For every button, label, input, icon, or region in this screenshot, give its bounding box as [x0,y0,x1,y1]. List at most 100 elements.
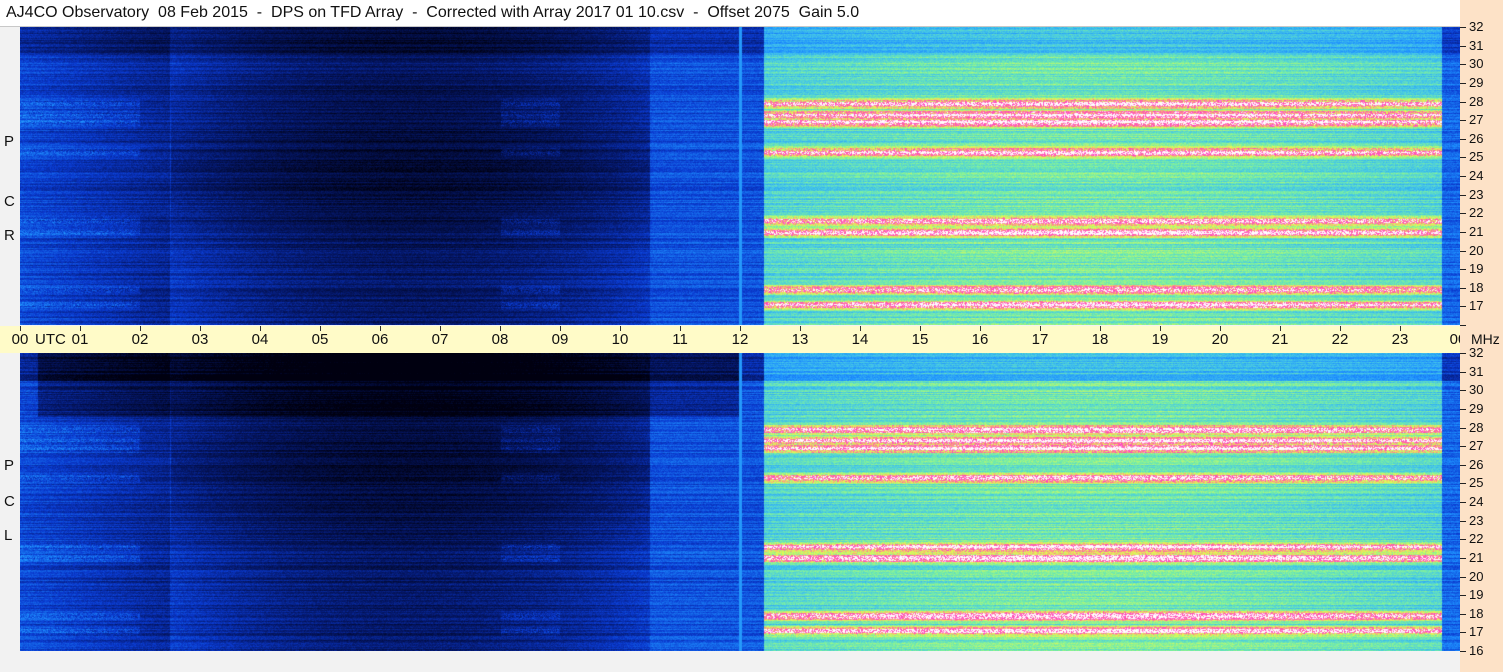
time-tick-label: 18 [1091,331,1109,348]
time-tick [1399,326,1401,331]
time-tick-label: 00 [11,331,29,348]
time-tick [1099,326,1101,331]
freq-tick-label: 32 [1469,19,1484,34]
freq-tick [1460,353,1466,354]
freq-tick-label: 20 [1469,243,1484,258]
time-tick [439,326,441,331]
freq-tick [1460,428,1466,429]
freq-tick [1460,446,1466,447]
time-tick [199,326,201,331]
time-tick-label: 11 [672,331,688,348]
freq-tick-label: 19 [1469,587,1484,602]
freq-tick [1460,64,1466,65]
time-tick [619,326,621,331]
freq-tick [1460,595,1466,596]
freq-tick-label: 27 [1469,112,1484,127]
chart-title: AJ4CO Observatory 08 Feb 2015 - DPS on T… [6,4,860,21]
freq-tick-label: 31 [1469,38,1484,53]
time-tick [679,326,681,331]
spectrogram-rcp [20,27,1460,325]
freq-tick-label: 30 [1469,382,1484,397]
time-tick [1039,326,1041,331]
freq-tick [1460,558,1466,559]
freq-tick-label: 20 [1469,569,1484,584]
freq-tick-label: 24 [1469,168,1484,183]
time-tick-label: 22 [1331,331,1349,348]
freq-tick-label: 19 [1469,261,1484,276]
freq-tick [1460,306,1466,307]
freq-tick-label: 28 [1469,94,1484,109]
time-tick [139,326,141,331]
freq-tick [1460,46,1466,47]
title-bar: AJ4CO Observatory 08 Feb 2015 - DPS on T… [0,0,1460,27]
freq-tick [1460,502,1466,503]
freq-tick [1460,269,1466,270]
time-tick-label: 03 [191,331,209,348]
time-tick [79,326,81,331]
freq-tick [1460,465,1466,466]
time-tick [799,326,801,331]
time-tick-label: 20 [1211,331,1229,348]
freq-tick-label: 29 [1469,401,1484,416]
freq-tick-label: 23 [1469,187,1484,202]
freq-tick [1460,288,1466,289]
freq-tick [1460,521,1466,522]
freq-tick-label: 25 [1469,475,1484,490]
freq-tick-label: 18 [1469,606,1484,621]
side-label-lcp-2: C [4,493,15,510]
freq-tick [1460,632,1466,633]
freq-tick-label: 17 [1469,298,1484,313]
freq-tick [1460,157,1466,158]
freq-tick [1460,614,1466,615]
freq-tick [1460,372,1466,373]
time-tick [319,326,321,331]
freq-tick [1460,102,1466,103]
freq-tick [1460,325,1466,326]
freq-tick-label: 32 [1469,345,1484,360]
side-label-lcp-3: L [4,527,13,544]
freq-tick [1460,83,1466,84]
freq-tick-label: 27 [1469,438,1484,453]
freq-tick-label: 21 [1469,550,1484,565]
freq-tick [1460,539,1466,540]
time-tick-label: 13 [791,331,809,348]
freq-tick [1460,232,1466,233]
time-tick [739,326,741,331]
time-tick [859,326,861,331]
side-label-rcp-3: R [4,227,15,244]
freq-tick [1460,651,1466,652]
freq-tick-label: 18 [1469,280,1484,295]
freq-tick [1460,213,1466,214]
time-tick-label: 04 [251,331,269,348]
time-tick-label: 08 [491,331,509,348]
spectrogram-lcp [20,353,1460,651]
freq-tick-label: 26 [1469,457,1484,472]
spectrogram-rcp-canvas [20,27,1460,325]
time-tick-label: 21 [1271,331,1289,348]
freq-tick-label: 31 [1469,364,1484,379]
time-tick-label: 19 [1151,331,1169,348]
freq-tick-label: 17 [1469,624,1484,639]
freq-tick [1460,120,1466,121]
time-tick-label: 14 [851,331,869,348]
freq-tick [1460,195,1466,196]
freq-tick [1460,27,1466,28]
side-label-lcp-1: P [4,457,15,474]
time-tick-label: 17 [1031,331,1049,348]
time-tick [19,326,21,331]
time-tick [979,326,981,331]
freq-tick-label: 22 [1469,531,1484,546]
side-label-rcp: P C R [0,27,20,325]
freq-tick-label: 28 [1469,420,1484,435]
time-tick-label: 05 [311,331,329,348]
time-tick-label: 15 [911,331,929,348]
mhz-unit-label: MHz [1471,331,1500,347]
time-tick [379,326,381,331]
side-label-rcp-2: C [4,193,15,210]
time-tick-label: 07 [431,331,449,348]
freq-tick-label: 26 [1469,131,1484,146]
freq-tick-label: 16 [1469,643,1484,658]
time-axis: UTC 00 01 02 03 04 05 06 07 08 09 10 11 12 13 14 15 16 17… [0,326,1466,353]
freq-tick [1460,483,1466,484]
freq-tick [1460,176,1466,177]
